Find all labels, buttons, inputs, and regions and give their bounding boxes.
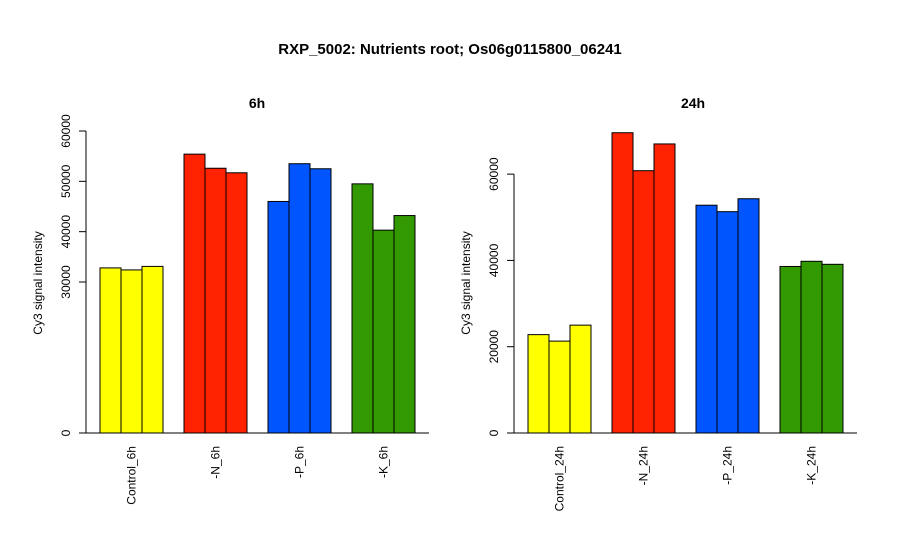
chart-panel-6h: 6h Cy3 signal intensity 0 30000 40000 50000… [31, 95, 429, 505]
y-tick-label: 0 [59, 429, 73, 436]
y-tick-label: 60000 [59, 114, 73, 148]
y-tick-label: 40000 [487, 243, 501, 277]
y-tick-label: 30000 [59, 265, 73, 299]
bar-k6h-3 [393, 215, 416, 434]
category-label: -P_6h [293, 446, 307, 478]
y-tick-label: 40000 [59, 215, 73, 249]
bar-control6h-1 [99, 267, 122, 434]
category-labels: Control_24h -N_24h -P_24h -K_24h [553, 446, 819, 511]
y-axis: 0 20000 40000 60000 [487, 157, 857, 436]
bar-p24h-1 [695, 204, 718, 434]
bar-control6h-2 [120, 269, 143, 434]
bars-group [99, 153, 416, 434]
bar-n6h-3 [225, 172, 248, 434]
y-tick-label: 20000 [487, 330, 501, 364]
bar-k24h-1 [779, 265, 802, 434]
bar-n24h-1 [611, 132, 634, 434]
main-title: RXP_5002: Nutrients root; Os06g0115800_0… [278, 41, 622, 58]
bar-k24h-2 [800, 260, 823, 434]
bar-n24h-2 [632, 170, 655, 434]
bar-control24h-2 [548, 340, 571, 434]
bar-k24h-3 [821, 263, 844, 434]
y-tick-label: 0 [487, 429, 501, 436]
bar-p24h-2 [716, 211, 739, 434]
bar-control6h-3 [141, 265, 164, 434]
y-tick-label: 50000 [59, 164, 73, 198]
y-axis-label: Cy3 signal intensity [459, 231, 473, 334]
bar-n6h-2 [204, 167, 227, 434]
category-label: -P_24h [721, 446, 735, 485]
panel-title: 6h [249, 95, 265, 111]
bar-p24h-3 [737, 198, 760, 434]
bar-k6h-2 [372, 229, 395, 434]
y-tick-label: 60000 [487, 157, 501, 191]
category-label: -N_24h [637, 446, 651, 485]
y-axis: 0 30000 40000 50000 60000 [59, 114, 429, 436]
bar-n6h-1 [183, 153, 206, 434]
bar-control24h-3 [569, 324, 592, 434]
category-label: Control_24h [553, 446, 567, 511]
bars-group [527, 132, 844, 434]
bar-p6h-3 [309, 168, 332, 434]
panel-title: 24h [681, 95, 705, 111]
y-axis-label: Cy3 signal intensity [31, 231, 45, 334]
bar-p6h-1 [267, 200, 290, 434]
bar-control24h-1 [527, 334, 550, 434]
category-label: Control_6h [125, 446, 139, 505]
category-label: -K_6h [377, 446, 391, 478]
chart-panel-24h: 24h Cy3 signal intensity 0 20000 40000 6000… [459, 95, 857, 511]
category-label: -N_6h [209, 446, 223, 479]
bar-p6h-2 [288, 163, 311, 434]
bar-n24h-3 [653, 143, 676, 434]
bar-k6h-1 [351, 183, 374, 434]
category-labels: Control_6h -N_6h -P_6h -K_6h [125, 446, 391, 505]
category-label: -K_24h [805, 446, 819, 485]
